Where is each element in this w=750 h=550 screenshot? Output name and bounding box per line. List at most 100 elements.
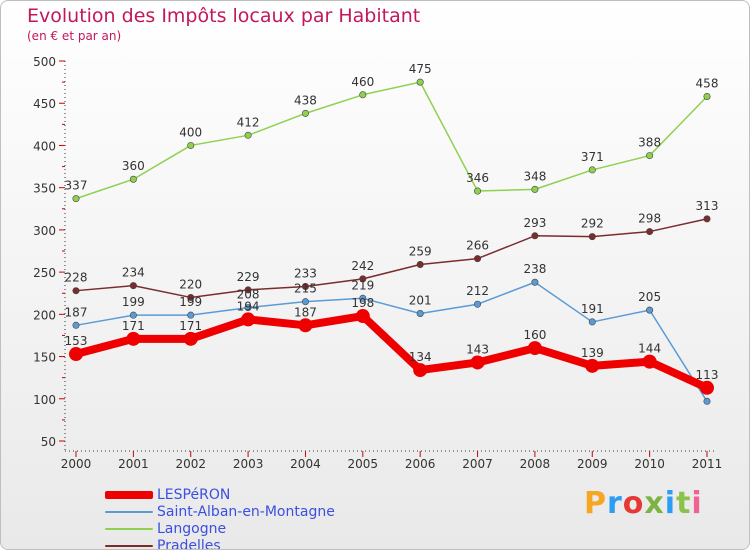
data-label-saint-alban-en-montagne: 201 — [409, 293, 432, 307]
data-point-saint-alban-en-montagne — [646, 306, 654, 314]
data-point-saint-alban-en-montagne — [588, 318, 596, 326]
y-tick-label: 200 — [33, 308, 56, 322]
data-point-lesp-ron — [700, 380, 714, 395]
legend-swatch-pradelles — [105, 544, 153, 547]
logo-letter: i — [691, 486, 703, 521]
data-label-pradelles: 242 — [351, 259, 374, 273]
data-label-lesp-ron: 171 — [122, 319, 145, 333]
data-label-saint-alban-en-montagne: 199 — [122, 295, 145, 309]
data-point-saint-alban-en-montagne — [129, 311, 137, 319]
series-line-langogne — [75, 81, 708, 200]
legend-item-pradelles: Pradelles — [105, 537, 335, 550]
data-point-langogne — [703, 92, 711, 100]
data-point-pradelles — [703, 215, 711, 223]
y-tick-label: 450 — [33, 97, 56, 111]
data-point-pradelles — [129, 282, 137, 290]
data-label-langogne: 346 — [466, 171, 489, 185]
data-point-pradelles — [588, 233, 596, 241]
logo-letter: r — [607, 486, 623, 521]
data-point-saint-alban-en-montagne — [187, 311, 195, 319]
legend-label-langogne: Langogne — [157, 520, 227, 537]
legend-swatch-saint-alban — [105, 510, 153, 513]
data-label-saint-alban-en-montagne: 212 — [466, 284, 489, 298]
y-tick-label: 50 — [41, 435, 56, 449]
data-point-langogne — [359, 91, 367, 99]
data-point-saint-alban-en-montagne — [301, 298, 309, 306]
data-label-lesp-ron: 134 — [409, 350, 432, 364]
data-label-langogne: 438 — [294, 93, 317, 107]
x-tick-label: 2001 — [118, 457, 149, 471]
data-label-saint-alban-en-montagne: 238 — [523, 262, 546, 276]
x-tick-label: 2010 — [634, 457, 665, 471]
y-tick-label: 500 — [33, 55, 56, 69]
legend-label-saint-alban: Saint-Alban-en-Montagne — [157, 503, 335, 520]
data-label-saint-alban-en-montagne: 215 — [294, 282, 317, 296]
data-label-lesp-ron: 160 — [523, 328, 546, 342]
data-label-pradelles: 298 — [638, 212, 661, 226]
data-point-langogne — [416, 78, 424, 86]
y-tick-label: 350 — [33, 182, 56, 196]
logo-letter: t — [676, 486, 692, 521]
x-tick-label: 2005 — [348, 457, 379, 471]
logo-letter: o — [622, 486, 645, 521]
data-label-saint-alban-en-montagne: 219 — [351, 278, 374, 292]
y-tick-label: 250 — [33, 266, 56, 280]
data-label-lesp-ron: 153 — [65, 334, 88, 348]
x-tick-label: 2002 — [175, 457, 206, 471]
data-point-langogne — [129, 175, 137, 183]
legend-item-saint-alban: Saint-Alban-en-Montagne — [105, 503, 335, 520]
legend-item-langogne: Langogne — [105, 520, 335, 537]
legend-label-pradelles: Pradelles — [157, 537, 221, 550]
data-point-pradelles — [646, 228, 654, 236]
data-point-langogne — [187, 141, 195, 149]
legend: LESPéRON Saint-Alban-en-Montagne Langogn… — [105, 486, 335, 550]
data-point-saint-alban-en-montagne — [359, 294, 367, 302]
logo-letter: P — [584, 486, 607, 521]
series-line-saint-alban-en-montagne — [75, 281, 708, 403]
data-point-saint-alban-en-montagne — [474, 300, 482, 308]
data-label-lesp-ron: 144 — [638, 342, 661, 356]
y-tick-label: 100 — [33, 393, 56, 407]
legend-swatch-langogne — [105, 527, 153, 530]
x-tick-label: 2009 — [577, 457, 608, 471]
legend-label-lesperon: LESPéRON — [157, 486, 231, 503]
series-line-pradelles — [75, 218, 708, 299]
data-label-pradelles: 292 — [581, 217, 604, 231]
legend-item-lesperon: LESPéRON — [105, 486, 335, 503]
data-label-lesp-ron: 198 — [351, 296, 374, 310]
data-point-langogne — [531, 185, 539, 193]
x-tick-label: 2004 — [290, 457, 321, 471]
data-point-saint-alban-en-montagne — [416, 309, 424, 317]
data-label-saint-alban-en-montagne: 187 — [65, 305, 88, 319]
data-label-pradelles: 228 — [65, 271, 88, 285]
data-point-pradelles — [359, 275, 367, 283]
data-label-lesp-ron: 194 — [237, 299, 260, 313]
data-point-lesp-ron — [527, 341, 542, 356]
data-point-pradelles — [301, 282, 309, 290]
legend-swatch-lesperon — [105, 490, 153, 499]
data-label-pradelles: 229 — [237, 270, 260, 284]
data-label-pradelles: 313 — [696, 199, 719, 213]
data-point-lesp-ron — [642, 354, 657, 369]
y-tick-label: 300 — [33, 224, 56, 238]
data-point-langogne — [588, 166, 596, 174]
data-label-langogne: 400 — [179, 125, 202, 139]
data-point-saint-alban-en-montagne — [703, 397, 711, 405]
data-point-pradelles — [72, 287, 80, 295]
data-point-saint-alban-en-montagne — [72, 321, 80, 329]
chart-title: Evolution des Impôts locaux par Habitant — [27, 5, 421, 27]
data-label-langogne: 388 — [638, 136, 661, 150]
data-point-lesp-ron — [126, 331, 141, 346]
data-label-lesp-ron: 143 — [466, 342, 489, 356]
data-label-pradelles: 233 — [294, 266, 317, 280]
data-point-lesp-ron — [355, 309, 370, 324]
series-line-lesp-ron — [72, 312, 711, 392]
data-label-saint-alban-en-montagne: 208 — [237, 288, 260, 302]
data-point-lesp-ron — [585, 358, 600, 373]
data-point-lesp-ron — [241, 312, 256, 327]
proxiti-logo: Proxiti — [584, 486, 703, 521]
x-tick-label: 2000 — [61, 457, 92, 471]
data-label-saint-alban-en-montagne: 191 — [581, 302, 604, 316]
